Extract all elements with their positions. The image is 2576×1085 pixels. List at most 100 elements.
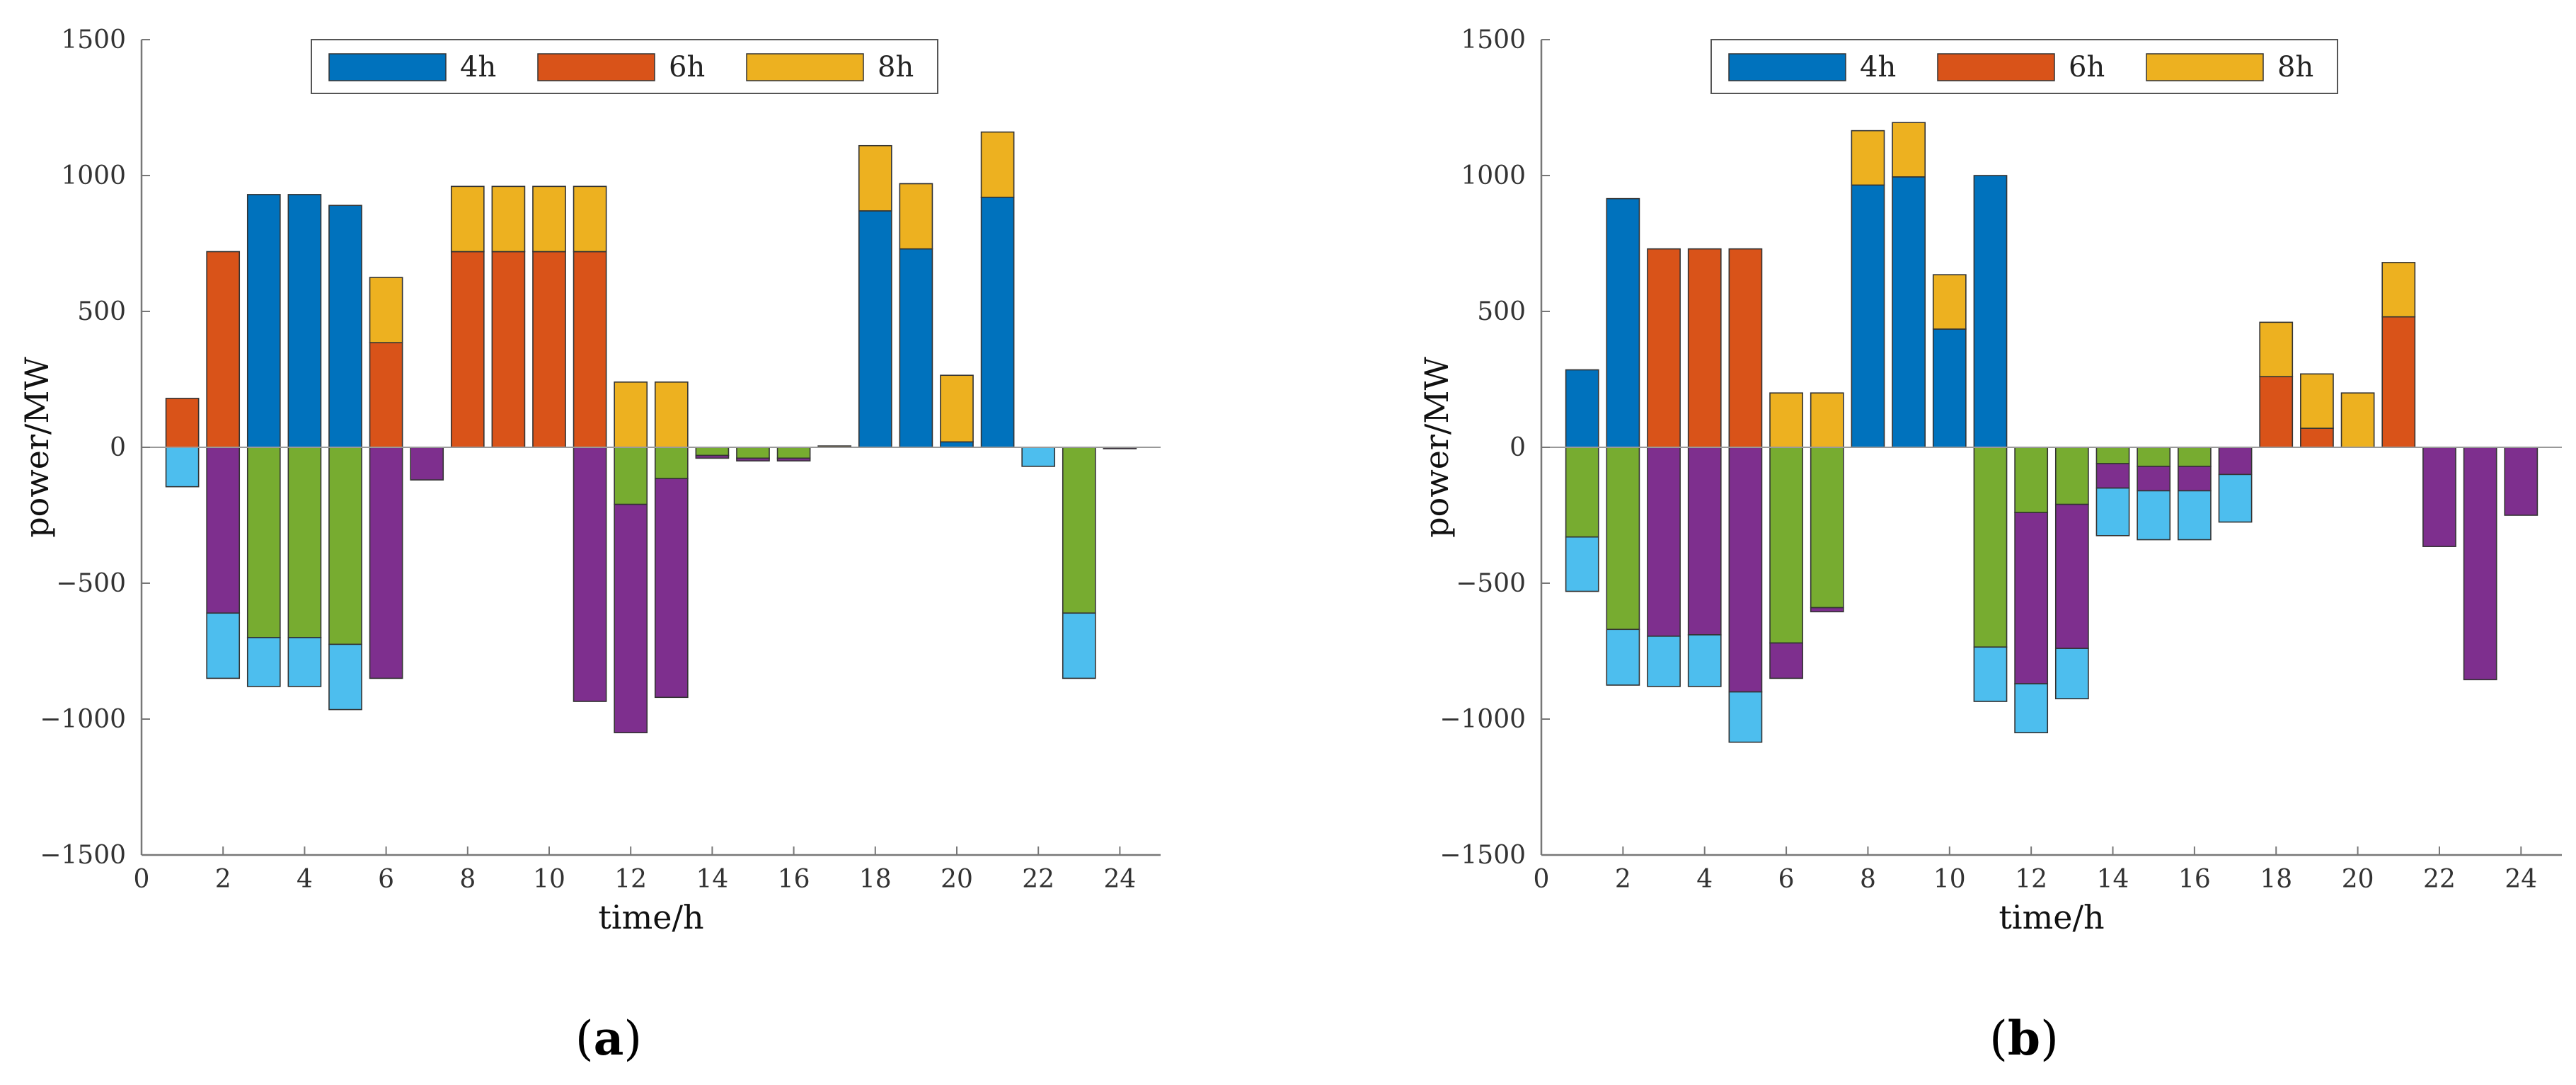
y-tick-label--500: −500 bbox=[1456, 569, 1526, 598]
x-tick-label-0: 0 bbox=[1534, 865, 1550, 894]
panel-label-b: (b) bbox=[1989, 1011, 2059, 1066]
bar-4h-t20 bbox=[940, 441, 974, 448]
legend-swatch-8h bbox=[2146, 53, 2264, 81]
bar-green-t3 bbox=[246, 447, 281, 638]
bar-green-t1 bbox=[1565, 447, 1599, 538]
y-axis-label-a: power/MW bbox=[18, 356, 56, 537]
bar-8h-t19 bbox=[899, 183, 933, 250]
y-tick-label-500: 500 bbox=[77, 297, 126, 326]
y-tick-label-500: 500 bbox=[1477, 297, 1526, 326]
bar-4h-t2 bbox=[1606, 197, 1640, 448]
bar-8h-t19 bbox=[2300, 373, 2334, 429]
bar-lightblue-t23 bbox=[1062, 612, 1096, 679]
bar-8h-t6 bbox=[369, 277, 403, 343]
bar-lightblue-t13 bbox=[2054, 648, 2089, 699]
bar-6h-t8 bbox=[450, 251, 485, 448]
bar-8h-t9 bbox=[1892, 122, 1926, 178]
x-tick-label-2: 2 bbox=[1615, 865, 1631, 894]
axis-ticks-a: 0 2 4 6 8 10 12 14 16 18 20 22 24−1500−1000−50005001… bbox=[40, 25, 1136, 894]
bar-lightblue-t14 bbox=[2095, 487, 2130, 536]
bar-4h-t21 bbox=[980, 196, 1015, 448]
legend-swatch-4h bbox=[1728, 53, 1846, 81]
bar-8h-t6 bbox=[1769, 392, 1803, 448]
bar-4h-t5 bbox=[328, 205, 362, 448]
bar-lightblue-t1 bbox=[165, 447, 200, 488]
panel-label-a-close: ) bbox=[623, 1011, 642, 1066]
bar-6h-t1 bbox=[165, 398, 200, 448]
bar-green-t16 bbox=[776, 447, 811, 459]
bar-4h-t3 bbox=[246, 194, 281, 448]
bar-purple-t13 bbox=[654, 478, 689, 699]
panel-label-b-close: ) bbox=[2040, 1011, 2059, 1066]
bar-purple-t3 bbox=[1647, 447, 1681, 637]
bar-4h-t4 bbox=[287, 194, 322, 448]
bar-lightblue-t3 bbox=[1647, 636, 1681, 687]
bar-8h-t13 bbox=[654, 381, 689, 448]
bar-6h-t3 bbox=[1647, 248, 1681, 448]
bar-8h-t8 bbox=[1851, 130, 1885, 186]
bar-8h-t12 bbox=[614, 381, 648, 448]
x-tick-label-12: 12 bbox=[614, 865, 647, 894]
bar-purple-t12 bbox=[2014, 512, 2049, 684]
x-tick-label-20: 20 bbox=[941, 865, 973, 894]
x-tick-label-14: 14 bbox=[696, 865, 728, 894]
bar-8h-t11 bbox=[573, 185, 607, 253]
bar-green-t6 bbox=[1769, 447, 1803, 644]
bar-4h-t1 bbox=[1565, 369, 1599, 448]
bar-purple-t12 bbox=[614, 503, 648, 734]
bar-green-t13 bbox=[654, 447, 689, 479]
y-tick-label-0: 0 bbox=[1510, 433, 1526, 462]
bar-8h-t7 bbox=[1810, 392, 1844, 448]
x-tick-label-6: 6 bbox=[1778, 865, 1795, 894]
bar-lightblue-t3 bbox=[246, 636, 281, 687]
bar-8h-t8 bbox=[450, 185, 485, 253]
x-tick-label-10: 10 bbox=[1933, 865, 1966, 894]
bar-purple-t16 bbox=[2178, 466, 2212, 492]
x-tick-label-12: 12 bbox=[2015, 865, 2047, 894]
axis-ticks-b: 0 2 4 6 8 10 12 14 16 18 20 22 24−1500−1000−50005001… bbox=[1439, 25, 2537, 894]
bar-green-t16 bbox=[2178, 447, 2212, 467]
bar-6h-t21 bbox=[2381, 316, 2416, 448]
chart-panel-a: 0 2 4 6 8 10 12 14 16 18 20 22 24−1500−1000−50005001… bbox=[18, 25, 1161, 1066]
bar-green-t15 bbox=[736, 447, 770, 459]
legend-label-6h: 6h bbox=[2069, 51, 2105, 84]
x-tick-label-22: 22 bbox=[1022, 865, 1054, 894]
x-tick-label-4: 4 bbox=[297, 865, 313, 894]
bar-green-t23 bbox=[1062, 447, 1096, 614]
bar-4h-t10 bbox=[1932, 328, 1967, 448]
bar-green-t12 bbox=[614, 447, 648, 505]
x-tick-label-2: 2 bbox=[215, 865, 231, 894]
bar-6h-t2 bbox=[206, 251, 241, 448]
legend-swatch-8h bbox=[746, 53, 864, 81]
bar-4h-t19 bbox=[899, 248, 933, 448]
bar-lightblue-t16 bbox=[2178, 490, 2212, 541]
x-tick-label-0: 0 bbox=[134, 865, 150, 894]
bar-green-t13 bbox=[2054, 447, 2089, 505]
bar-8h-t18 bbox=[2259, 321, 2294, 377]
x-tick-label-20: 20 bbox=[2342, 865, 2374, 894]
x-tick-label-18: 18 bbox=[859, 865, 892, 894]
bar-4h-t8 bbox=[1851, 184, 1885, 448]
bar-green-t12 bbox=[2014, 447, 2049, 513]
x-tick-label-24: 24 bbox=[2505, 865, 2537, 894]
x-axis-label-a: time/h bbox=[598, 898, 703, 936]
x-axis-label-b: time/h bbox=[1999, 898, 2104, 936]
bar-lightblue-t11 bbox=[1973, 646, 2008, 702]
bar-lightblue-t12 bbox=[2014, 683, 2049, 734]
bar-lightblue-t17 bbox=[2218, 473, 2253, 523]
x-tick-label-8: 8 bbox=[1860, 865, 1876, 894]
bar-purple-t17 bbox=[2218, 447, 2253, 476]
plot-area-a bbox=[165, 131, 1137, 734]
bar-green-t4 bbox=[287, 447, 322, 638]
bar-6h-t18 bbox=[2259, 376, 2294, 448]
bar-lightblue-t2 bbox=[206, 612, 241, 679]
bar-8h-t10 bbox=[1932, 274, 1967, 330]
legend-label-4h: 4h bbox=[1860, 51, 1896, 84]
bar-8h-t10 bbox=[532, 185, 566, 253]
y-tick-label-1000: 1000 bbox=[1461, 161, 1526, 190]
x-tick-label-22: 22 bbox=[2423, 865, 2456, 894]
bar-lightblue-t15 bbox=[2137, 490, 2171, 541]
legend-label-8h: 8h bbox=[878, 51, 914, 84]
bar-purple-t15 bbox=[736, 457, 770, 461]
y-tick-label--1000: −1000 bbox=[40, 705, 126, 734]
